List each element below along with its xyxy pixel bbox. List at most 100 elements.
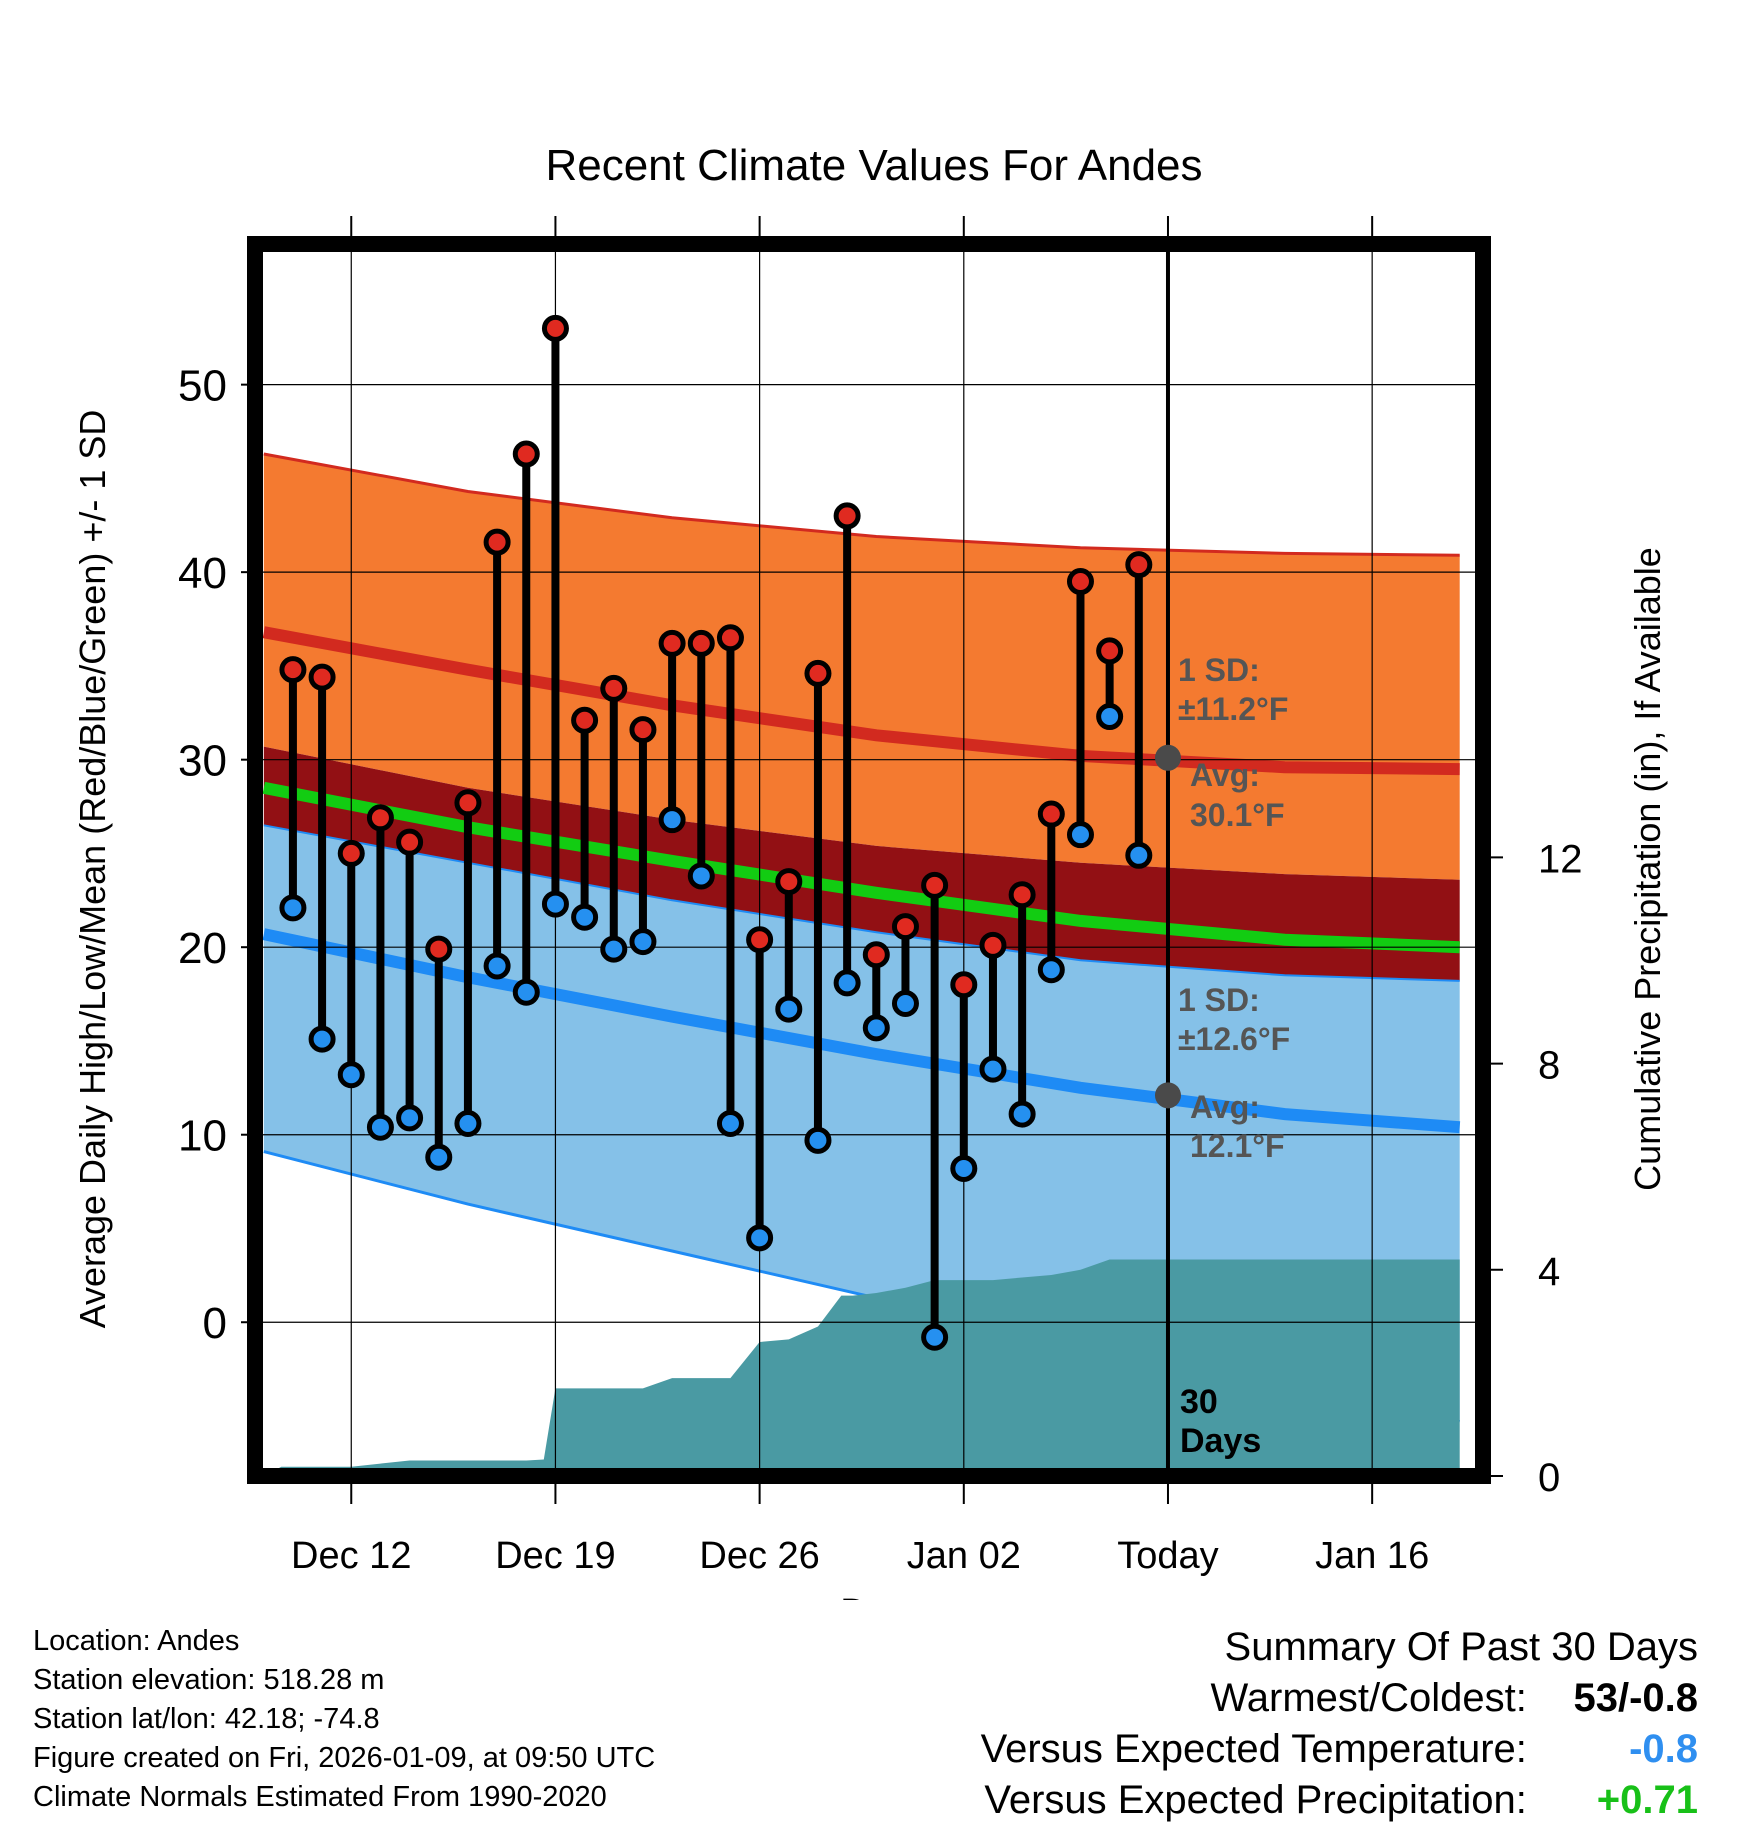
footer-created: Figure created on Fri, 2026-01-09, at 09… <box>33 1742 656 1774</box>
summary-temp: Versus Expected Temperature: -0.8 <box>981 1724 1698 1775</box>
y2-axis-label: Cumulative Precipitation (in), If Availa… <box>1627 547 1668 1191</box>
low-avg-marker <box>1154 1082 1181 1109</box>
low-temp-point <box>687 862 715 890</box>
low-temp-point <box>1008 1100 1036 1128</box>
low-temp-point <box>979 1055 1007 1083</box>
high-temp-point <box>366 804 394 832</box>
high-temp-point <box>279 656 307 684</box>
high-sd-value: ±11.2°F <box>1178 691 1288 727</box>
x-tick-label: Jan 02 <box>907 1535 1021 1577</box>
high-temp-point <box>600 674 628 702</box>
high-temp-point <box>891 913 919 941</box>
y2-tick-label: 0 <box>1538 1456 1560 1500</box>
days-count-label: 30 <box>1180 1383 1218 1421</box>
plot-content <box>255 244 1483 1476</box>
low-temp-point <box>541 890 569 918</box>
summary-precip: Versus Expected Precipitation: +0.71 <box>981 1775 1698 1826</box>
footer-info: Location: Andes Station elevation: 518.2… <box>33 1622 655 1817</box>
low-avg-value: 12.1°F <box>1190 1128 1285 1164</box>
precip-label: Versus Expected Precipitation: <box>984 1778 1527 1822</box>
footer-elevation: Station elevation: 518.28 m <box>33 1664 385 1696</box>
low-temp-point <box>833 969 861 997</box>
temp-label: Versus Expected Temperature: <box>980 1727 1527 1771</box>
high-temp-point <box>921 871 949 899</box>
y-tick-label: 0 <box>203 1299 227 1348</box>
y-tick-label: 50 <box>178 362 227 411</box>
low-temp-point <box>600 935 628 963</box>
climate-chart: Recent Climate Values For Andes 1 SD:±11… <box>72 141 1668 1600</box>
x-tick-label: Dec 19 <box>495 1535 615 1577</box>
low-temp-point <box>862 1014 890 1042</box>
y-tick-label: 10 <box>178 1112 227 1161</box>
low-temp-point <box>571 903 599 931</box>
low-temp-point <box>804 1126 832 1154</box>
high-temp-point <box>425 935 453 963</box>
high-avg-value: 30.1°F <box>1190 797 1285 833</box>
low-temp-point <box>921 1323 949 1351</box>
low-temp-point <box>658 806 686 834</box>
y-tick-label: 20 <box>178 924 227 973</box>
x-tick-label: Today <box>1117 1535 1218 1577</box>
high-sd-band <box>263 454 1460 880</box>
low-temp-point <box>891 989 919 1017</box>
low-temp-point <box>279 894 307 922</box>
low-temp-point <box>629 928 657 956</box>
y2-tick-label: 8 <box>1538 1044 1560 1088</box>
precip-value: +0.71 <box>1596 1778 1698 1822</box>
chart-title: Recent Climate Values For Andes <box>545 141 1202 190</box>
x-tick-label: Dec 26 <box>699 1535 819 1577</box>
low-temp-point <box>950 1154 978 1182</box>
summary-panel: Summary Of Past 30 Days Warmest/Coldest:… <box>981 1622 1698 1826</box>
low-temp-point <box>1037 956 1065 984</box>
low-temp-point <box>396 1104 424 1132</box>
footer-normals: Climate Normals Estimated From 1990-2020 <box>33 1781 607 1813</box>
x-axis-label: Day <box>840 1592 908 1600</box>
high-temp-point <box>746 926 774 954</box>
high-temp-point <box>308 663 336 691</box>
high-temp-point <box>1037 800 1065 828</box>
low-temp-point <box>337 1061 365 1089</box>
y-axis-label: Average Daily High/Low/Mean (Red/Blue/Gr… <box>72 410 113 1329</box>
high-temp-point <box>687 629 715 657</box>
high-temp-point <box>396 828 424 856</box>
high-temp-point <box>950 971 978 999</box>
high-avg-label: Avg: <box>1190 757 1260 793</box>
high-temp-point <box>337 839 365 867</box>
high-temp-point <box>833 502 861 530</box>
low-temp-point <box>1066 821 1094 849</box>
precip-area <box>263 1259 1460 1476</box>
y2-tick-label: 4 <box>1538 1250 1560 1294</box>
high-temp-point <box>512 440 540 468</box>
low-temp-point <box>512 978 540 1006</box>
warm-cold-value: 53/-0.8 <box>1573 1676 1698 1720</box>
high-avg-marker <box>1154 744 1181 771</box>
low-temp-point <box>425 1143 453 1171</box>
plot-frame <box>247 236 1491 1484</box>
x-tick-label: Jan 16 <box>1315 1535 1429 1577</box>
x-tick-label: Dec 12 <box>291 1535 411 1577</box>
summary-warm-cold: Warmest/Coldest: 53/-0.8 <box>981 1673 1699 1724</box>
low-temp-point <box>1125 841 1153 869</box>
days-word-label: Days <box>1180 1422 1261 1460</box>
high-sd-label: 1 SD: <box>1178 652 1260 688</box>
high-temp-point <box>454 789 482 817</box>
low-temp-point <box>454 1109 482 1137</box>
high-temp-point <box>658 629 686 657</box>
high-upper-line <box>263 452 1460 557</box>
high-temp-point <box>1125 551 1153 579</box>
footer-latlon: Station lat/lon: 42.18; -74.8 <box>33 1703 380 1735</box>
low-temp-point <box>483 952 511 980</box>
high-temp-point <box>1096 637 1124 665</box>
low-temp-point <box>746 1224 774 1252</box>
high-temp-point <box>571 706 599 734</box>
high-temp-point <box>1066 568 1094 596</box>
y2-tick-label: 12 <box>1538 837 1583 881</box>
high-temp-point <box>1008 881 1036 909</box>
low-temp-point <box>716 1109 744 1137</box>
summary-title: Summary Of Past 30 Days <box>1224 1625 1698 1669</box>
high-temp-point <box>804 659 832 687</box>
low-temp-point <box>1096 703 1124 731</box>
warm-cold-label: Warmest/Coldest: <box>1210 1676 1527 1720</box>
low-sd-value: ±12.6°F <box>1178 1021 1290 1057</box>
